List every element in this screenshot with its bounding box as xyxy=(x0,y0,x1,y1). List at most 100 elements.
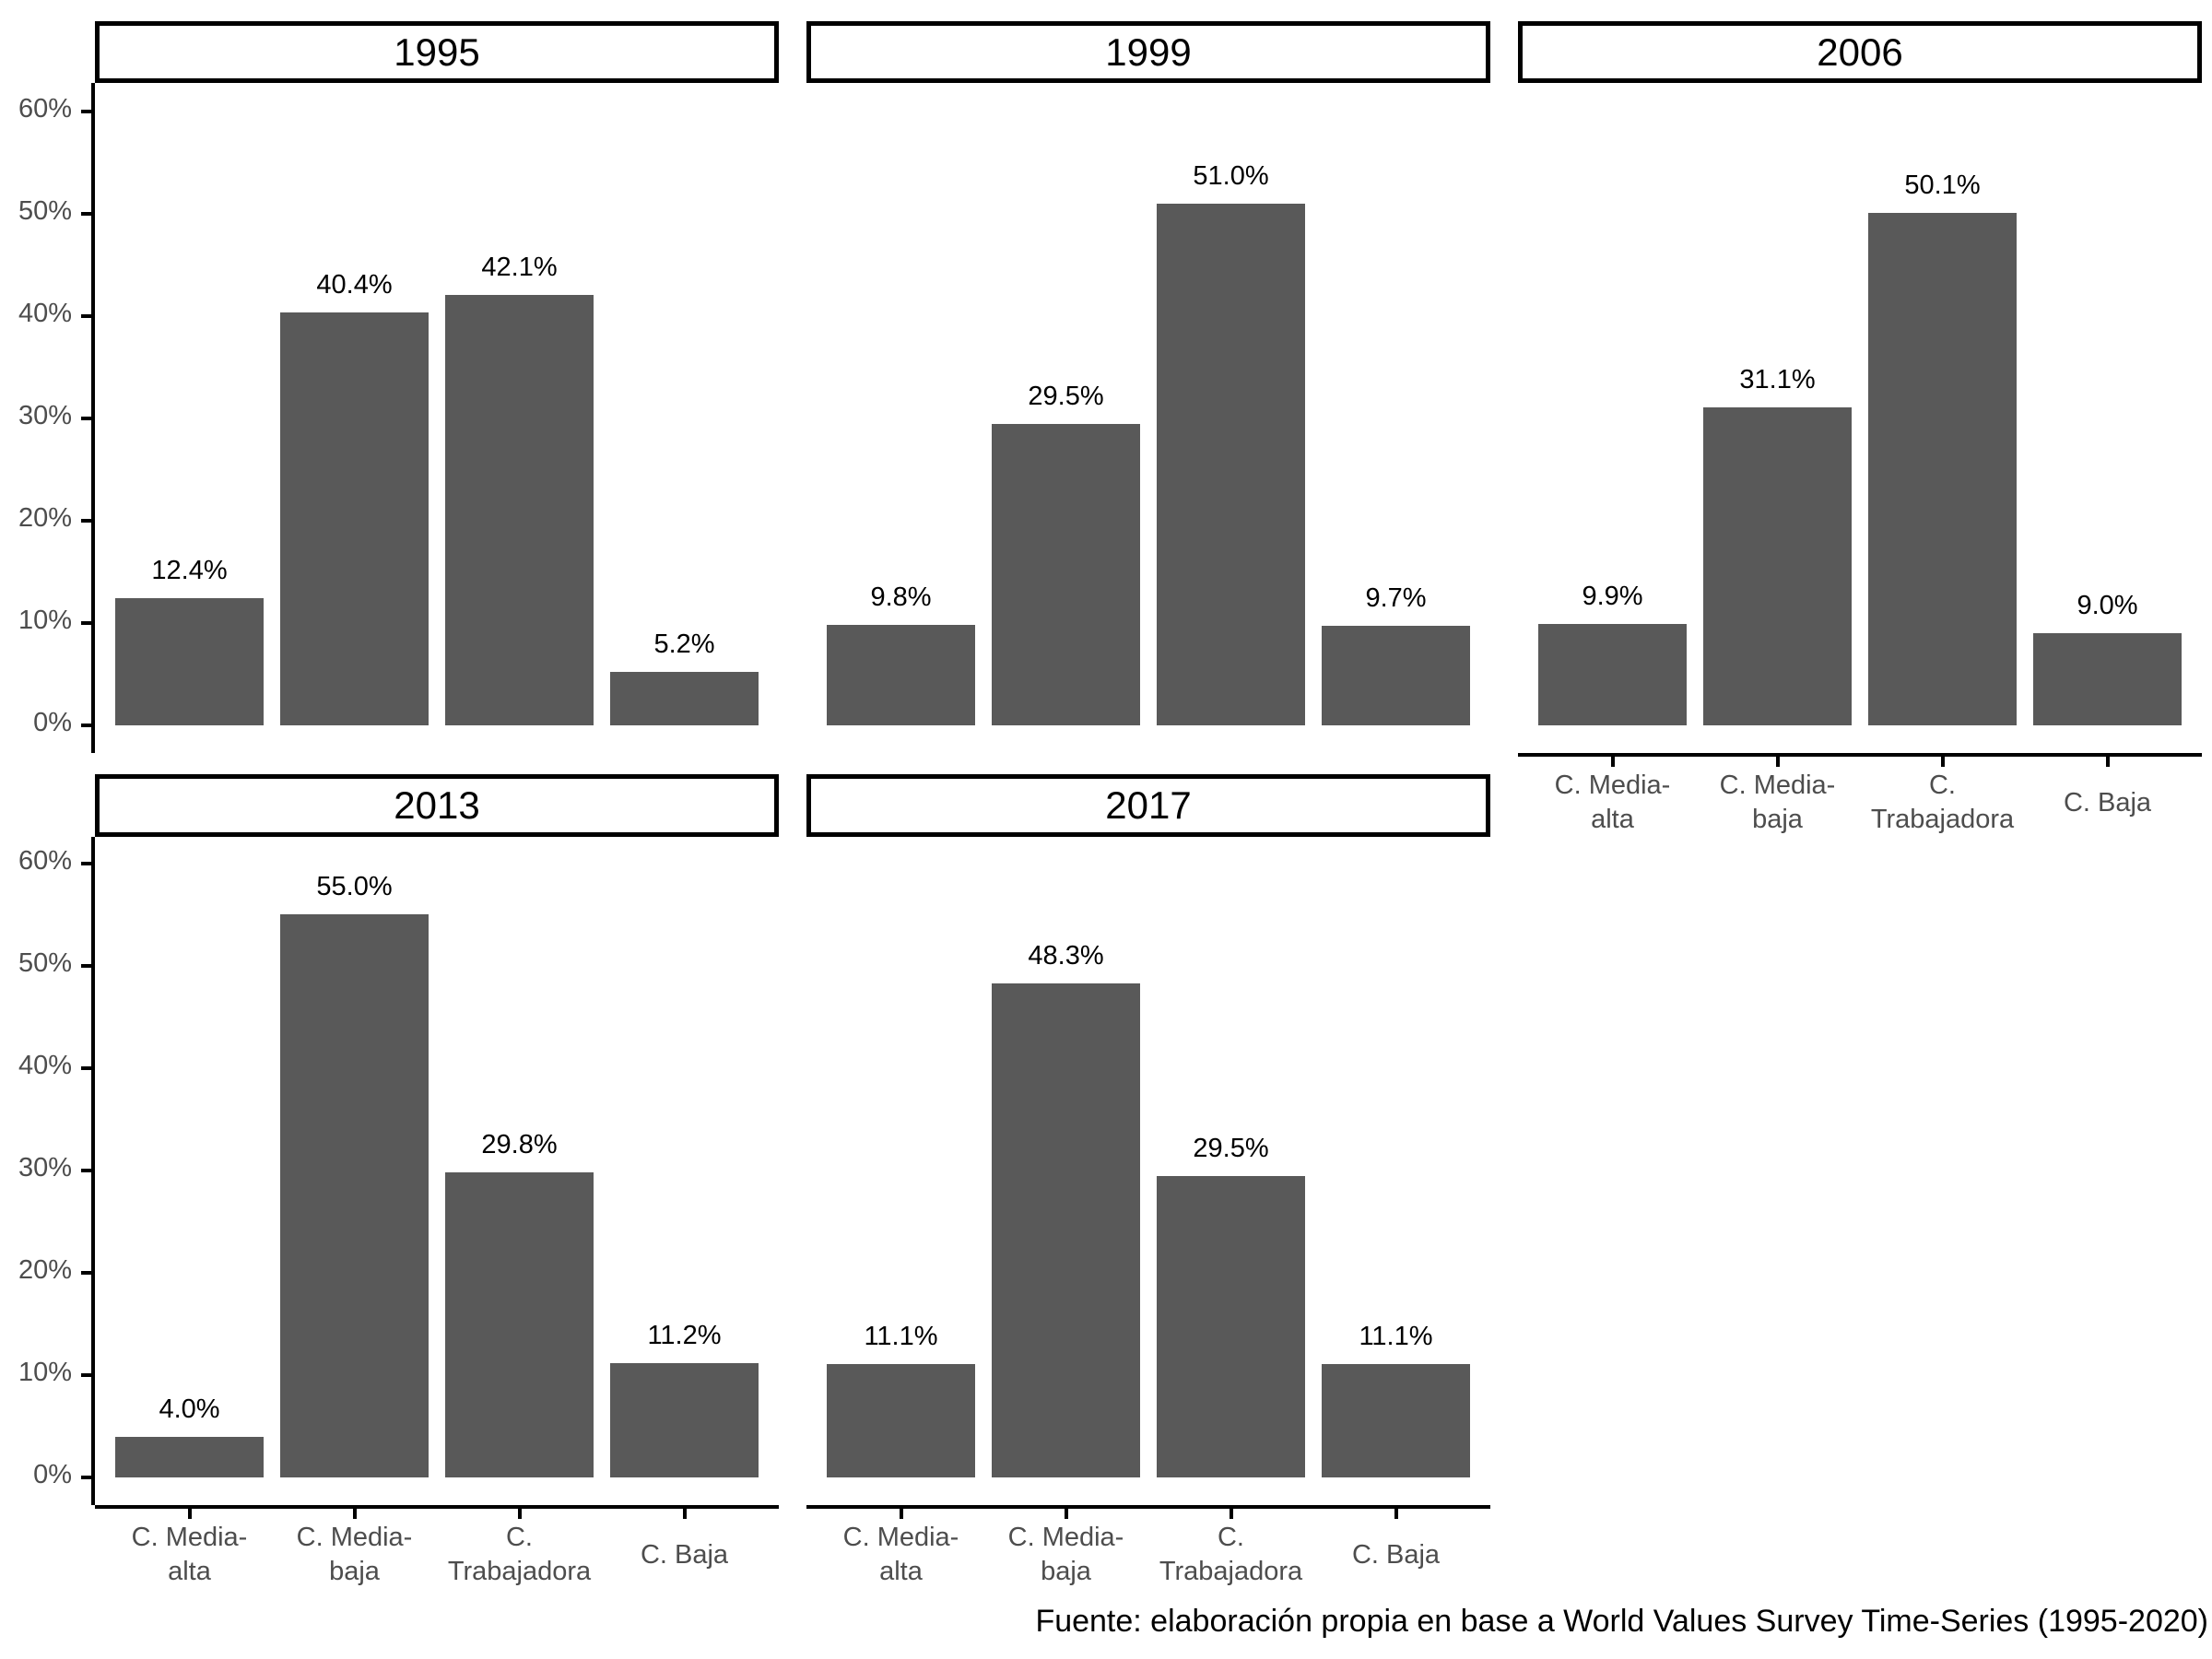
bar-1995-c-trabajadora xyxy=(445,295,594,725)
bar-value-label-2013-c-media-baja: 55.0% xyxy=(316,872,393,901)
y-tick-label-2013-50: 50% xyxy=(18,948,72,978)
y-tick-1995-60 xyxy=(81,110,91,113)
y-tick-2013-30 xyxy=(81,1169,91,1172)
y-tick-2013-40 xyxy=(81,1066,91,1070)
x-tick-label-2006-c-baja: C. Baja xyxy=(2063,787,2152,818)
y-tick-label-1995-10: 10% xyxy=(18,606,72,635)
bar-value-label-2006-c-media-baja: 31.1% xyxy=(1739,365,1816,394)
bar-1995-c-baja xyxy=(610,672,759,725)
y-tick-label-1995-40: 40% xyxy=(18,299,72,328)
bar-2017-c-media-baja xyxy=(992,983,1140,1477)
x-tick-label-2013-c-baja: C. Baja xyxy=(640,1539,729,1570)
bar-value-label-2013-c-media-alta: 4.0% xyxy=(159,1394,220,1424)
x-tick-2006-c-trabajadora xyxy=(1940,757,1945,767)
y-tick-label-2013-30: 30% xyxy=(18,1153,72,1182)
bar-1995-c-media-baja xyxy=(280,312,429,725)
y-tick-label-2013-40: 40% xyxy=(18,1051,72,1080)
bar-value-label-1999-c-trabajadora: 51.0% xyxy=(1193,161,1269,191)
bar-value-label-1995-c-trabajadora: 42.1% xyxy=(481,253,558,282)
bar-value-label-2006-c-media-alta: 9.9% xyxy=(1582,582,1643,611)
x-tick-2006-c-media-baja xyxy=(1775,757,1780,767)
x-tick-label-2017-c-trabajadora: C. Trabajadora xyxy=(1159,1523,1303,1586)
facet-strip-1999: 1999 xyxy=(806,21,1490,83)
bar-1999-c-media-alta xyxy=(827,625,975,725)
bar-value-label-1995-c-media-baja: 40.4% xyxy=(316,270,393,300)
y-axis-line-1995 xyxy=(91,83,95,753)
x-tick-2017-c-trabajadora xyxy=(1229,1509,1233,1519)
y-tick-label-1995-50: 50% xyxy=(18,196,72,226)
x-axis-line-2017 xyxy=(806,1505,1490,1509)
source-note: Fuente: elaboración propia en base a Wor… xyxy=(1035,1604,2208,1639)
bar-value-label-1995-c-baja: 5.2% xyxy=(653,629,715,659)
y-tick-2013-0 xyxy=(81,1476,91,1479)
y-tick-2013-50 xyxy=(81,964,91,968)
x-tick-label-2013-c-media-baja: C. Media- baja xyxy=(296,1523,413,1586)
bar-2006-c-media-alta xyxy=(1538,624,1687,725)
y-tick-2013-10 xyxy=(81,1373,91,1377)
facet-strip-1995: 1995 xyxy=(95,21,779,83)
x-tick-label-2017-c-baja: C. Baja xyxy=(1351,1539,1441,1570)
x-tick-2013-c-baja xyxy=(682,1509,687,1519)
y-tick-1995-0 xyxy=(81,724,91,727)
bar-value-label-1999-c-media-baja: 29.5% xyxy=(1028,382,1104,411)
y-tick-1995-10 xyxy=(81,621,91,625)
facet-strip-2013: 2013 xyxy=(95,774,779,837)
y-tick-label-2013-60: 60% xyxy=(18,846,72,876)
x-tick-label-2006-c-media-baja: C. Media- baja xyxy=(1719,771,1836,834)
x-tick-label-2013-c-media-alta: C. Media- alta xyxy=(131,1523,248,1586)
x-tick-label-2006-c-trabajadora: C. Trabajadora xyxy=(1870,771,2015,834)
bar-value-label-2017-c-trabajadora: 29.5% xyxy=(1193,1134,1269,1163)
y-tick-label-1995-20: 20% xyxy=(18,503,72,533)
bar-2013-c-media-baja xyxy=(280,914,429,1477)
y-tick-2013-20 xyxy=(81,1271,91,1275)
x-tick-label-2013-c-trabajadora: C. Trabajadora xyxy=(447,1523,592,1586)
y-axis-line-2013 xyxy=(91,837,95,1505)
bar-value-label-2013-c-trabajadora: 29.8% xyxy=(481,1130,558,1159)
facet-strip-2006: 2006 xyxy=(1518,21,2202,83)
bar-value-label-1999-c-baja: 9.7% xyxy=(1365,583,1427,613)
bar-2017-c-baja xyxy=(1322,1364,1470,1477)
x-tick-label-2017-c-media-baja: C. Media- baja xyxy=(1007,1523,1124,1586)
bar-value-label-2013-c-baja: 11.2% xyxy=(647,1321,722,1350)
bar-1995-c-media-alta xyxy=(115,598,264,725)
y-tick-1995-20 xyxy=(81,519,91,523)
y-tick-1995-30 xyxy=(81,417,91,420)
bar-2013-c-baja xyxy=(610,1363,759,1477)
bar-value-label-1999-c-media-alta: 9.8% xyxy=(870,582,932,612)
x-tick-2017-c-baja xyxy=(1394,1509,1398,1519)
x-tick-2013-c-media-baja xyxy=(352,1509,357,1519)
x-tick-2017-c-media-baja xyxy=(1064,1509,1068,1519)
x-tick-2017-c-media-alta xyxy=(899,1509,903,1519)
bar-value-label-2017-c-baja: 11.1% xyxy=(1359,1322,1433,1351)
bar-value-label-1995-c-media-alta: 12.4% xyxy=(151,556,228,585)
bar-value-label-2017-c-media-baja: 48.3% xyxy=(1028,941,1104,971)
x-tick-2013-c-media-alta xyxy=(187,1509,192,1519)
bar-2006-c-media-baja xyxy=(1703,407,1852,725)
y-tick-2013-60 xyxy=(81,862,91,865)
facet-strip-2017: 2017 xyxy=(806,774,1490,837)
bar-2006-c-baja xyxy=(2033,633,2182,725)
x-tick-label-2006-c-media-alta: C. Media- alta xyxy=(1554,771,1671,834)
y-tick-label-1995-0: 0% xyxy=(33,708,72,737)
y-tick-1995-40 xyxy=(81,314,91,318)
bar-value-label-2006-c-baja: 9.0% xyxy=(2077,591,2138,620)
x-tick-2006-c-baja xyxy=(2105,757,2110,767)
bar-2017-c-trabajadora xyxy=(1157,1176,1305,1477)
x-tick-2006-c-media-alta xyxy=(1610,757,1615,767)
x-axis-line-2006 xyxy=(1518,753,2202,757)
bar-2013-c-media-alta xyxy=(115,1437,264,1477)
bar-2013-c-trabajadora xyxy=(445,1172,594,1477)
x-tick-2013-c-trabajadora xyxy=(517,1509,522,1519)
bar-2017-c-media-alta xyxy=(827,1364,975,1477)
y-tick-label-2013-20: 20% xyxy=(18,1255,72,1285)
bar-2006-c-trabajadora xyxy=(1868,213,2017,725)
y-tick-label-1995-60: 60% xyxy=(18,94,72,124)
bar-1999-c-media-baja xyxy=(992,424,1140,725)
y-tick-label-2013-10: 10% xyxy=(18,1358,72,1387)
bar-value-label-2017-c-media-alta: 11.1% xyxy=(864,1322,938,1351)
y-tick-label-2013-0: 0% xyxy=(33,1460,72,1489)
bar-1999-c-trabajadora xyxy=(1157,204,1305,725)
bar-value-label-2006-c-trabajadora: 50.1% xyxy=(1904,171,1981,200)
y-tick-label-1995-30: 30% xyxy=(18,401,72,430)
